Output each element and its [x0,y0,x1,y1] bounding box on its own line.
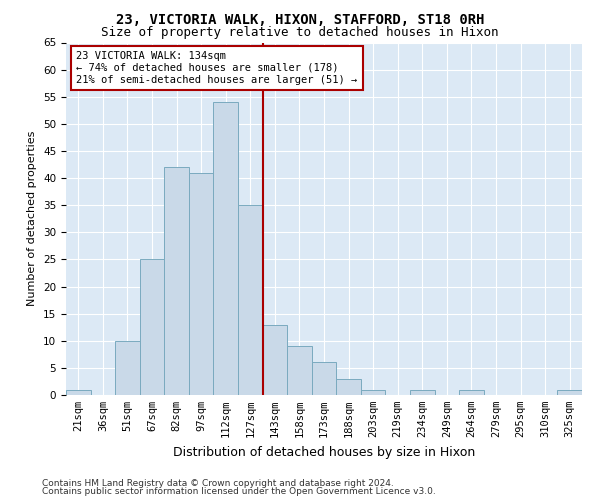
Bar [238,205,263,395]
Bar [312,362,336,395]
Text: Contains public sector information licensed under the Open Government Licence v3: Contains public sector information licen… [42,487,436,496]
Bar [410,390,434,395]
Text: 23, VICTORIA WALK, HIXON, STAFFORD, ST18 0RH: 23, VICTORIA WALK, HIXON, STAFFORD, ST18… [116,12,484,26]
Bar [263,324,287,395]
Bar [287,346,312,395]
Bar [361,390,385,395]
Bar [557,390,582,395]
Bar [140,260,164,395]
Y-axis label: Number of detached properties: Number of detached properties [28,131,37,306]
Bar [336,378,361,395]
Bar [115,341,140,395]
Bar [459,390,484,395]
X-axis label: Distribution of detached houses by size in Hixon: Distribution of detached houses by size … [173,446,475,458]
Text: 23 VICTORIA WALK: 134sqm
← 74% of detached houses are smaller (178)
21% of semi-: 23 VICTORIA WALK: 134sqm ← 74% of detach… [76,52,358,84]
Text: Contains HM Land Registry data © Crown copyright and database right 2024.: Contains HM Land Registry data © Crown c… [42,478,394,488]
Text: Size of property relative to detached houses in Hixon: Size of property relative to detached ho… [101,26,499,39]
Bar [214,102,238,395]
Bar [164,167,189,395]
Bar [66,390,91,395]
Bar [189,172,214,395]
